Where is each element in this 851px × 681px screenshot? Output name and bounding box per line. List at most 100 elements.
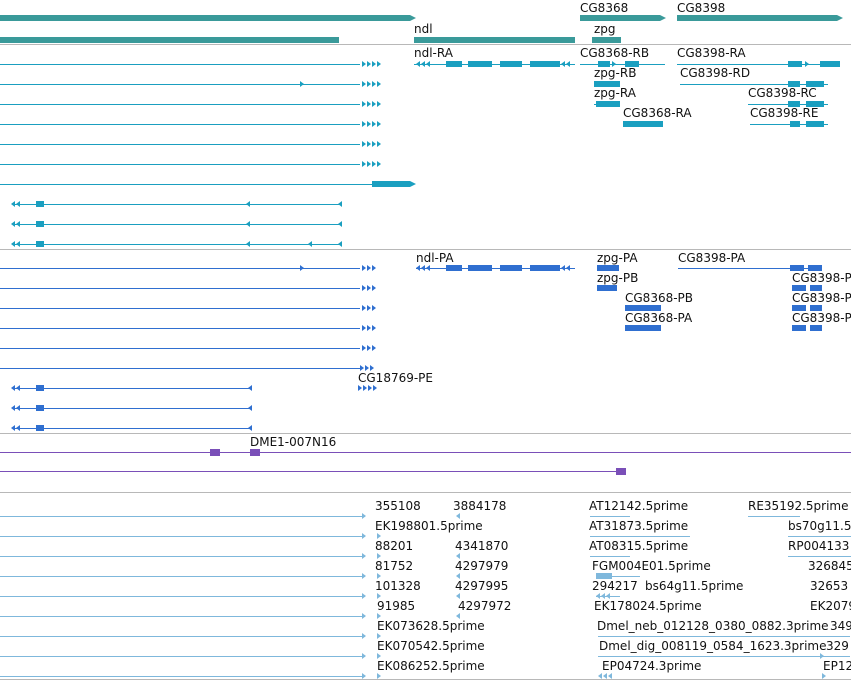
strand-arrow-left[interactable] (16, 405, 20, 411)
gene-bar[interactable] (677, 15, 837, 21)
strand-arrow-right[interactable] (377, 573, 381, 579)
gene-label[interactable]: zpg (594, 22, 616, 36)
strand-arrow-left[interactable] (416, 265, 420, 271)
strand-arrow-left[interactable] (601, 593, 605, 599)
exon-block[interactable] (790, 265, 804, 271)
est-label[interactable]: 101328 (375, 579, 421, 593)
gene-label[interactable]: ndl (414, 22, 433, 36)
strand-arrow-right[interactable] (362, 265, 366, 271)
exon-block[interactable] (625, 325, 661, 331)
strand-arrow-right[interactable] (367, 101, 371, 107)
strand-arrow-right[interactable] (362, 81, 366, 87)
strand-arrow-left[interactable] (603, 673, 607, 679)
protein-label[interactable]: CG18769-PE (358, 371, 433, 385)
exon-block[interactable] (806, 121, 824, 127)
protein-label[interactable]: zpg-PA (597, 251, 638, 265)
est-label[interactable]: EK198801.5prime (375, 519, 483, 533)
est-label[interactable]: 4297972 (458, 599, 512, 613)
strand-arrow-right[interactable] (367, 61, 371, 67)
strand-arrow-right[interactable] (365, 365, 369, 371)
strand-arrow-left[interactable] (246, 221, 250, 227)
gene-bar[interactable] (414, 37, 575, 43)
strand-arrow-right[interactable] (372, 161, 376, 167)
strand-arrow-left[interactable] (11, 221, 15, 227)
exon-block[interactable] (597, 265, 619, 271)
strand-arrow-right[interactable] (363, 385, 367, 391)
strand-arrow-left[interactable] (11, 385, 15, 391)
strand-arrow-right[interactable] (377, 101, 381, 107)
est-block[interactable] (596, 573, 612, 579)
exon-block[interactable] (806, 81, 824, 87)
exon-block[interactable] (792, 305, 806, 311)
strand-arrow-right[interactable] (362, 305, 366, 311)
strand-arrow-right[interactable] (377, 633, 381, 639)
strand-arrow-right[interactable] (372, 61, 376, 67)
strand-arrow-left[interactable] (421, 61, 425, 67)
exon-block[interactable] (594, 81, 620, 87)
exon-block[interactable] (788, 101, 800, 107)
exon-block[interactable] (810, 325, 822, 331)
strand-arrow-left[interactable] (16, 221, 20, 227)
strand-arrow-left[interactable] (16, 425, 20, 431)
strand-arrow-right[interactable] (372, 345, 376, 351)
est-label[interactable]: EP12 (823, 659, 851, 673)
strand-arrow-left[interactable] (248, 385, 252, 391)
strand-arrow-left[interactable] (338, 201, 342, 207)
protein-label[interactable]: CG8398-P (792, 271, 851, 285)
est-label[interactable]: EK178024.5prime (594, 599, 702, 613)
transcript-label[interactable]: CG8398-RA (677, 46, 746, 60)
strand-arrow-left[interactable] (598, 673, 602, 679)
strand-arrow-right[interactable] (362, 121, 366, 127)
strand-arrow-right[interactable] (368, 385, 372, 391)
transcript-label[interactable]: zpg-RB (594, 66, 637, 80)
strand-arrow-right[interactable] (360, 365, 364, 371)
exon-block[interactable] (598, 61, 610, 67)
exon-block[interactable] (790, 121, 800, 127)
est-label[interactable]: 4297995 (455, 579, 509, 593)
strand-arrow-right[interactable] (362, 653, 366, 659)
exon-block[interactable] (810, 305, 822, 311)
est-label[interactable]: RP004133 (788, 539, 850, 553)
est-label[interactable]: EP04724.3prime (602, 659, 702, 673)
est-label[interactable]: Dmel_dig_008119_0584_1623.3prime (599, 639, 827, 653)
exon-block[interactable] (597, 285, 617, 291)
strand-arrow-right[interactable] (377, 613, 381, 619)
protein-label[interactable]: zpg-PB (597, 271, 639, 285)
exon-block[interactable] (792, 285, 806, 291)
transcript-label[interactable]: ndl-RA (414, 46, 453, 60)
strand-arrow-left[interactable] (456, 553, 460, 559)
gene-bar[interactable] (580, 15, 660, 21)
strand-arrow-right[interactable] (362, 285, 366, 291)
protein-label[interactable]: CG8398-P (792, 291, 851, 305)
clone-end[interactable] (250, 449, 260, 456)
strand-arrow-left[interactable] (246, 201, 250, 207)
clone-label[interactable]: DME1-007N16 (250, 435, 337, 449)
strand-arrow-right[interactable] (372, 141, 376, 147)
strand-arrow-left[interactable] (248, 425, 252, 431)
strand-arrow-right[interactable] (367, 81, 371, 87)
strand-arrow-right[interactable] (367, 325, 371, 331)
strand-arrow-right[interactable] (612, 61, 616, 67)
est-label[interactable]: 91985 (377, 599, 416, 613)
exon-block[interactable] (596, 101, 620, 107)
est-label[interactable]: EK073628.5prime (377, 619, 485, 633)
strand-arrow-right[interactable] (367, 141, 371, 147)
strand-arrow-left[interactable] (248, 405, 252, 411)
strand-arrow-right[interactable] (367, 161, 371, 167)
transcript-label[interactable]: CG8398-RC (748, 86, 817, 100)
exon-block[interactable] (530, 265, 560, 271)
strand-arrow-left[interactable] (338, 221, 342, 227)
strand-arrow-left[interactable] (561, 61, 565, 67)
est-label[interactable]: AT08315.5prime (589, 539, 689, 553)
est-label[interactable]: AT31873.5prime (589, 519, 689, 533)
strand-arrow-right[interactable] (362, 513, 366, 519)
strand-arrow-right[interactable] (377, 653, 381, 659)
exon-block[interactable] (468, 265, 492, 271)
exon-block[interactable] (808, 265, 822, 271)
est-label[interactable]: 32653 (810, 579, 849, 593)
exon-block[interactable] (446, 265, 462, 271)
transcript-label[interactable]: CG8368-RA (623, 106, 692, 120)
est-label[interactable]: 329 (826, 639, 849, 653)
strand-arrow-right[interactable] (372, 325, 376, 331)
strand-arrow-left[interactable] (308, 241, 312, 247)
